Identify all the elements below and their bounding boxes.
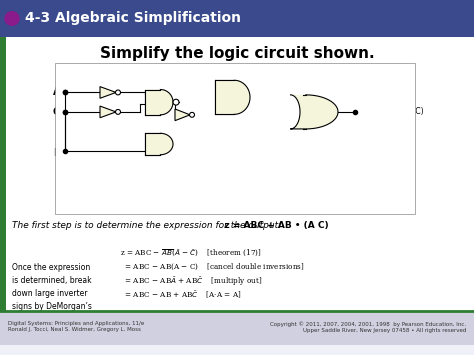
Circle shape — [116, 109, 120, 114]
Polygon shape — [215, 80, 250, 114]
FancyBboxPatch shape — [0, 0, 474, 37]
Text: C: C — [53, 107, 60, 117]
Text: = ABC $-$ AB + AB$\bar{C}$    [A·A = A]: = ABC $-$ AB + AB$\bar{C}$ [A·A = A] — [120, 289, 242, 300]
Text: z = ABC + AB • (A C): z = ABC + AB • (A C) — [12, 221, 328, 230]
Text: z = ABC + AB(AC): z = ABC + AB(AC) — [355, 108, 424, 116]
Polygon shape — [291, 95, 338, 129]
Text: = ABC $-$ AB(A $-$ C)    [cancel double inversions]: = ABC $-$ AB(A $-$ C) [cancel double inv… — [120, 262, 304, 272]
Text: = ABC $-$ AB$\bar{A}$ + AB$\bar{C}$    [multiply out]: = ABC $-$ AB$\bar{A}$ + AB$\bar{C}$ [mul… — [120, 275, 262, 288]
FancyBboxPatch shape — [0, 37, 6, 311]
Text: A: A — [53, 87, 60, 97]
Text: A: A — [156, 140, 162, 148]
Polygon shape — [100, 106, 116, 118]
Text: Digital Systems: Principles and Applications, 11/e
Ronald J. Tocci, Neal S. Widm: Digital Systems: Principles and Applicat… — [8, 321, 144, 332]
FancyBboxPatch shape — [215, 80, 234, 114]
Circle shape — [116, 90, 120, 95]
FancyBboxPatch shape — [145, 133, 160, 155]
Text: z = ABC $-$ $\overline{AB}$($\bar{A}$ $-$ $\bar{C}$)    [theorem (17)]: z = ABC $-$ $\overline{AB}$($\bar{A}$ $-… — [120, 248, 262, 259]
Circle shape — [190, 113, 194, 117]
Text: Simplify the logic circuit shown.: Simplify the logic circuit shown. — [100, 46, 374, 61]
Circle shape — [5, 12, 19, 25]
Text: B: B — [53, 148, 60, 158]
Polygon shape — [175, 109, 190, 121]
FancyBboxPatch shape — [0, 311, 474, 345]
Text: Copyright © 2011, 2007, 2004, 2001, 1998  by Pearson Education, Inc.
Upper Saddl: Copyright © 2011, 2007, 2004, 2001, 1998… — [270, 321, 466, 333]
Text: B: B — [230, 103, 236, 111]
Polygon shape — [100, 87, 116, 98]
Text: 4-3 Algebraic Simplification: 4-3 Algebraic Simplification — [25, 11, 241, 26]
FancyBboxPatch shape — [145, 89, 160, 115]
Text: Once the expression
is determined, break
down large inverter
signs by DeMorgan’s: Once the expression is determined, break… — [12, 263, 92, 338]
Text: The first step is to determine the expression for the output:: The first step is to determine the expre… — [12, 221, 281, 230]
FancyBboxPatch shape — [6, 37, 474, 311]
FancyBboxPatch shape — [55, 63, 415, 214]
Circle shape — [173, 99, 179, 105]
Text: A: A — [230, 91, 236, 100]
Text: A C: A C — [168, 64, 182, 73]
Text: ABC: ABC — [151, 147, 167, 156]
Text: A B(A C): A B(A C) — [269, 71, 301, 80]
Polygon shape — [145, 89, 173, 115]
Polygon shape — [145, 133, 173, 155]
